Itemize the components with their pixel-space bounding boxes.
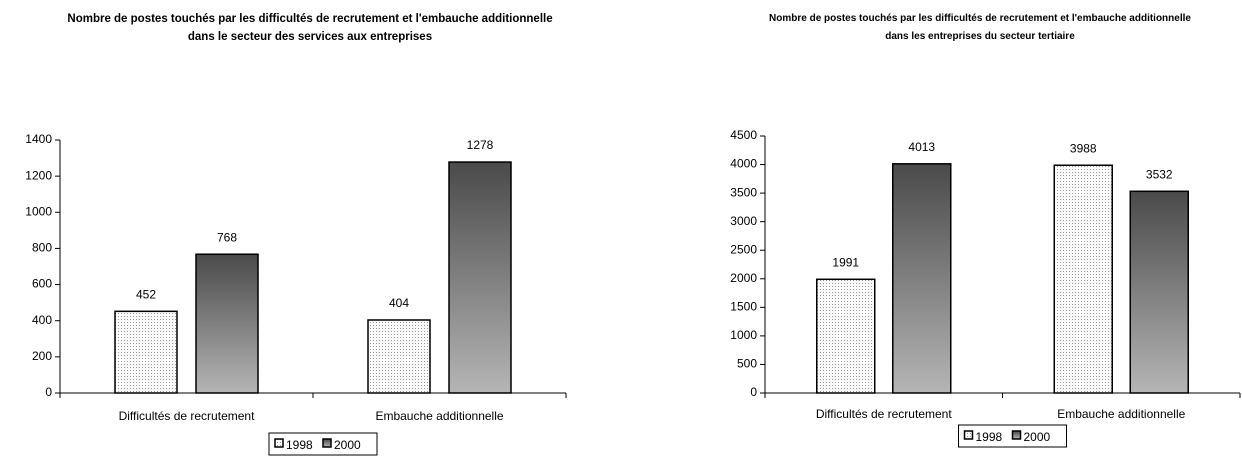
y-tick-label: 0 bbox=[750, 385, 757, 399]
y-tick-label: 0 bbox=[45, 385, 52, 399]
bar bbox=[114, 310, 178, 394]
y-tick-label: 4500 bbox=[730, 128, 757, 142]
legend-swatch bbox=[322, 438, 332, 448]
bar bbox=[448, 161, 512, 394]
bar bbox=[1053, 164, 1113, 394]
y-tick-label: 1200 bbox=[25, 168, 52, 182]
y-tick-label: 1400 bbox=[25, 132, 52, 146]
value-label: 404 bbox=[389, 296, 409, 310]
y-tick-label: 2000 bbox=[730, 271, 757, 285]
y-tick-label: 600 bbox=[32, 277, 52, 291]
y-tick-label: 4000 bbox=[730, 157, 757, 171]
chart-title: Nombre de postes touchés par les difficu… bbox=[67, 13, 553, 43]
bar bbox=[816, 278, 876, 394]
value-label: 1278 bbox=[467, 138, 494, 152]
y-tick-label: 3000 bbox=[730, 214, 757, 228]
x-tick-label: Difficultés de recrutement bbox=[816, 407, 953, 421]
y-tick-label: 1500 bbox=[730, 300, 757, 314]
legend-label: 1998 bbox=[286, 438, 313, 452]
value-label: 768 bbox=[217, 230, 237, 244]
x-tick-label: Embauche additionnelle bbox=[375, 409, 503, 423]
y-tick-label: 200 bbox=[32, 349, 52, 363]
legend-label: 2000 bbox=[334, 438, 361, 452]
bar bbox=[892, 163, 952, 394]
y-tick-label: 1000 bbox=[730, 328, 757, 342]
x-tick-label: Difficultés de recrutement bbox=[119, 409, 256, 423]
value-label: 452 bbox=[136, 287, 156, 301]
legend-swatch bbox=[963, 430, 974, 440]
y-tick-label: 800 bbox=[32, 241, 52, 255]
chart-title: Nombre de postes touchés par les difficu… bbox=[769, 13, 1191, 42]
value-label: 1991 bbox=[832, 255, 859, 269]
bar bbox=[1129, 190, 1189, 394]
y-tick-label: 2500 bbox=[730, 242, 757, 256]
y-tick-label: 500 bbox=[737, 357, 757, 371]
value-label: 4013 bbox=[908, 140, 935, 154]
bar bbox=[367, 319, 431, 394]
y-tick-label: 400 bbox=[32, 313, 52, 327]
legend-swatch bbox=[1011, 430, 1022, 440]
legend-label: 2000 bbox=[1024, 430, 1051, 444]
bar bbox=[195, 253, 259, 394]
value-label: 3988 bbox=[1070, 141, 1097, 155]
legend-label: 1998 bbox=[976, 430, 1003, 444]
x-tick-label: Embauche additionnelle bbox=[1057, 407, 1185, 421]
legend-swatch bbox=[274, 438, 284, 448]
value-label: 3532 bbox=[1146, 167, 1173, 181]
y-tick-label: 3500 bbox=[730, 185, 757, 199]
y-tick-label: 1000 bbox=[25, 204, 52, 218]
